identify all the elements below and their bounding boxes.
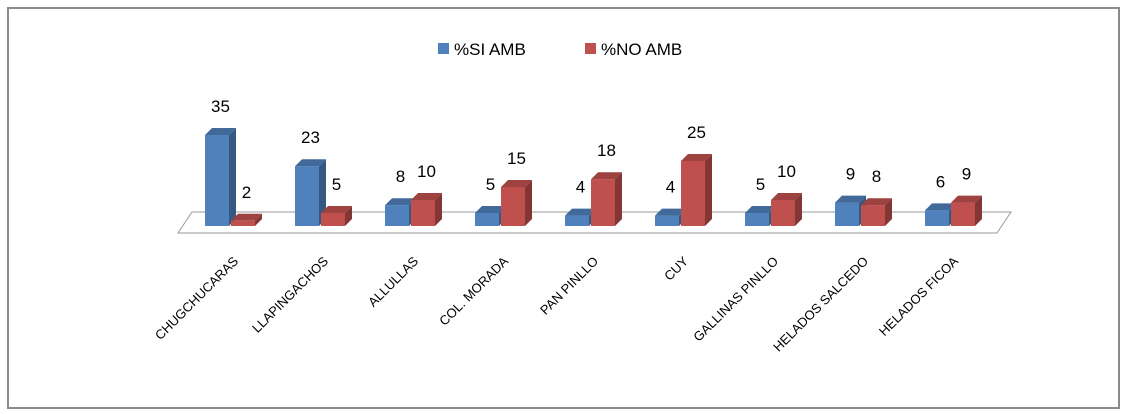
category-label-1: LLAPINGACHOS	[249, 253, 331, 335]
bar-si-8	[925, 203, 956, 226]
legend: %SI AMB %NO AMB	[438, 40, 682, 59]
value-label-si-5: 4	[666, 178, 675, 197]
bar-no-0	[231, 213, 262, 226]
value-label-no-6: 10	[777, 162, 796, 181]
value-label-si-2: 8	[396, 167, 405, 186]
category-label-8: HELADOS FICOA	[876, 253, 961, 338]
value-label-si-6: 5	[756, 175, 765, 194]
legend-label-no: %NO AMB	[601, 40, 682, 59]
bar-no-4	[591, 172, 622, 226]
bar-no-7	[861, 198, 892, 226]
value-label-no-3: 15	[507, 149, 526, 168]
category-label-2: ALLULLAS	[365, 253, 421, 309]
value-label-no-5: 25	[687, 123, 706, 142]
legend-label-si: %SI AMB	[454, 40, 526, 59]
bar-si-3	[475, 206, 506, 226]
legend-swatch-no	[585, 43, 596, 54]
value-label-si-4: 4	[576, 178, 585, 197]
bar-si-1	[295, 159, 326, 226]
category-label-4: PAN PINLLO	[537, 254, 601, 318]
value-label-no-7: 8	[872, 167, 881, 186]
category-label-7: HELADOS SALCEDO	[770, 254, 871, 355]
bar-si-6	[745, 206, 776, 226]
value-label-si-7: 9	[846, 165, 855, 184]
value-label-no-2: 10	[417, 162, 436, 181]
value-label-si-0: 35	[211, 97, 230, 116]
legend-swatch-si	[438, 43, 449, 54]
value-label-no-0: 2	[242, 183, 251, 202]
value-label-si-8: 6	[936, 172, 945, 191]
bar-no-6	[771, 193, 802, 226]
bar-no-8	[951, 195, 982, 226]
bar-no-1	[321, 206, 352, 226]
category-label-6: GALLINAS PINLLO	[690, 254, 781, 345]
bar-no-3	[501, 180, 532, 226]
bar-si-0	[205, 128, 236, 226]
value-label-no-4: 18	[597, 141, 616, 160]
value-label-no-8: 9	[962, 165, 971, 184]
category-label-3: COL. MORADA	[436, 253, 511, 328]
value-label-no-1: 5	[332, 175, 341, 194]
category-label-5: CUY	[661, 253, 691, 283]
value-label-si-1: 23	[301, 128, 320, 147]
bar-no-5	[681, 154, 712, 226]
value-label-si-3: 5	[486, 175, 495, 194]
category-labels-group: CHUGCHUCARAS LLAPINGACHOS ALLULLAS COL. MOR…	[152, 253, 961, 354]
bars-group	[205, 128, 982, 226]
bar-no-2	[411, 193, 442, 226]
category-label-0: CHUGCHUCARAS	[152, 253, 241, 342]
